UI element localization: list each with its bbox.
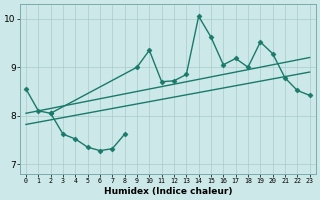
X-axis label: Humidex (Indice chaleur): Humidex (Indice chaleur) <box>104 187 232 196</box>
